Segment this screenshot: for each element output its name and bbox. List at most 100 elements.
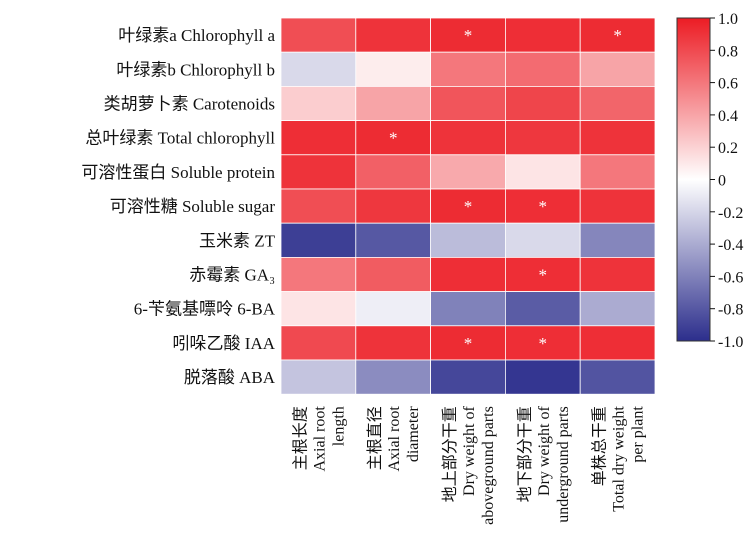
- significance-star: *: [539, 197, 548, 216]
- heatmap-cell: [430, 17, 506, 53]
- heatmap-cell: [579, 222, 656, 258]
- colorbar-tick-label: -1.0: [718, 334, 743, 351]
- row-label: 玉米素 ZT: [199, 231, 276, 250]
- heatmap-cell: [579, 51, 656, 87]
- row-label: 吲哚乙酸 IAA: [173, 334, 276, 353]
- heatmap-cell: [280, 256, 357, 292]
- heatmap-cell: [355, 120, 431, 156]
- colorbar-tick-label: 0.4: [718, 108, 738, 125]
- colorbar-tick-label: -0.8: [718, 302, 743, 319]
- column-label: per plant: [630, 406, 647, 463]
- heatmap-cell: [504, 359, 581, 395]
- significance-star: *: [464, 197, 473, 216]
- column-label: 地下部分干重: [516, 406, 534, 502]
- heatmap-cell: [355, 222, 431, 258]
- heatmap-cell: [504, 17, 581, 53]
- column-label: Dry weight of: [536, 406, 553, 496]
- colorbar-tick-label: -0.6: [718, 269, 743, 286]
- heatmap-cell: [355, 359, 431, 395]
- column-label: 单株总干重: [591, 406, 609, 486]
- heatmap-cell: [579, 325, 656, 361]
- heatmap-cell: [504, 120, 581, 156]
- heatmap-cell: [280, 325, 357, 361]
- column-label: Axial root: [386, 406, 403, 472]
- colorbar-tick-label: 0.6: [718, 76, 738, 93]
- heatmap-cell: [504, 86, 581, 122]
- significance-marks: * * * * * * * *: [389, 26, 622, 353]
- column-labels: 主根长度 Axial root length 主根直径 Axial root diamet…: [291, 406, 646, 525]
- row-label: 总叶绿素 Total chlorophyll: [85, 129, 275, 148]
- heatmap-cell: [280, 188, 357, 224]
- heatmap-cell: [280, 51, 357, 87]
- colorbar-tick-label: 0: [718, 173, 726, 190]
- colorbar-tick-label: 0.8: [718, 43, 738, 60]
- heatmap-cell: [504, 51, 581, 87]
- heatmap-cell: [504, 325, 581, 361]
- column-label: 地上部分干重: [441, 406, 459, 502]
- significance-star: *: [389, 129, 398, 148]
- row-label: 赤霉素 GA₃: [189, 266, 275, 285]
- heatmap-cell: [355, 51, 431, 87]
- column-label: Dry weight of: [461, 406, 478, 496]
- heatmap-cell: [504, 188, 581, 224]
- heatmap-cell: [355, 291, 431, 327]
- heatmap-cell: [579, 86, 656, 122]
- column-label: Axial root: [311, 406, 328, 472]
- row-label: 可溶性糖 Soluble sugar: [110, 197, 276, 216]
- heatmap-cell: [430, 222, 506, 258]
- heatmap-cell: [430, 291, 506, 327]
- heatmap-cell: [355, 325, 431, 361]
- column-label: 主根直径: [366, 406, 384, 470]
- heatmap-cell: [430, 51, 506, 87]
- heatmap-cell: [355, 154, 431, 190]
- heatmap-cell: [355, 188, 431, 224]
- heatmap-cell: [579, 120, 656, 156]
- significance-star: *: [464, 26, 473, 45]
- heatmap-cell: [355, 86, 431, 122]
- row-labels: 叶绿素a Chlorophyll a 叶绿素b Chlorophyll b 类胡萝卜…: [81, 26, 275, 387]
- heatmap-cell: [504, 154, 581, 190]
- column-label: diameter: [405, 406, 422, 463]
- heatmap-cell: [579, 154, 656, 190]
- colorbar-tick-label: -0.2: [718, 205, 743, 222]
- colorbar-tick-label: -0.4: [718, 237, 743, 254]
- heatmap-cell: [280, 359, 357, 395]
- colorbar: 1.0 0.8 0.6 0.4 0.2 0 -0.2 -0.4 -0.6 -0.8 -1.0: [676, 11, 743, 351]
- heatmap-cell: [504, 256, 581, 292]
- heatmap-cell: [579, 256, 656, 292]
- colorbar-tick-label: 1.0: [718, 11, 738, 28]
- heatmap-cell: [280, 86, 357, 122]
- heatmap-cell: [430, 256, 506, 292]
- heatmap-cell: [430, 188, 506, 224]
- significance-star: *: [539, 334, 548, 353]
- heatmap-cell: [355, 17, 431, 53]
- heatmap-cell: [355, 256, 431, 292]
- heatmap-cells: [280, 17, 656, 395]
- heatmap-cell: [579, 359, 656, 395]
- column-label: length: [330, 406, 347, 446]
- row-label: 6-苄氨基嘌呤 6-BA: [134, 300, 276, 319]
- heatmap-cell: [504, 222, 581, 258]
- colorbar-gradient: [676, 17, 711, 342]
- heatmap-cell: [430, 154, 506, 190]
- heatmap-cell: [430, 359, 506, 395]
- heatmap-cell: [280, 17, 357, 53]
- heatmap-cell: [280, 222, 357, 258]
- significance-star: *: [464, 334, 473, 353]
- column-label: aboveground parts: [480, 406, 497, 525]
- heatmap-cell: [430, 120, 506, 156]
- row-label: 类胡萝卜素 Carotenoids: [104, 95, 275, 114]
- row-label: 脱落酸 ABA: [184, 368, 276, 387]
- row-label: 叶绿素a Chlorophyll a: [118, 26, 275, 45]
- column-label: 主根长度: [291, 406, 309, 470]
- significance-star: *: [613, 26, 622, 45]
- heatmap-cell: [280, 120, 357, 156]
- heatmap-cell: [579, 188, 656, 224]
- heatmap-cell: [430, 325, 506, 361]
- heatmap-cell: [280, 154, 357, 190]
- heatmap-cell: [504, 291, 581, 327]
- heatmap-cell: [430, 86, 506, 122]
- heatmap-cell: [280, 291, 357, 327]
- colorbar-tick-label: 0.2: [718, 140, 738, 157]
